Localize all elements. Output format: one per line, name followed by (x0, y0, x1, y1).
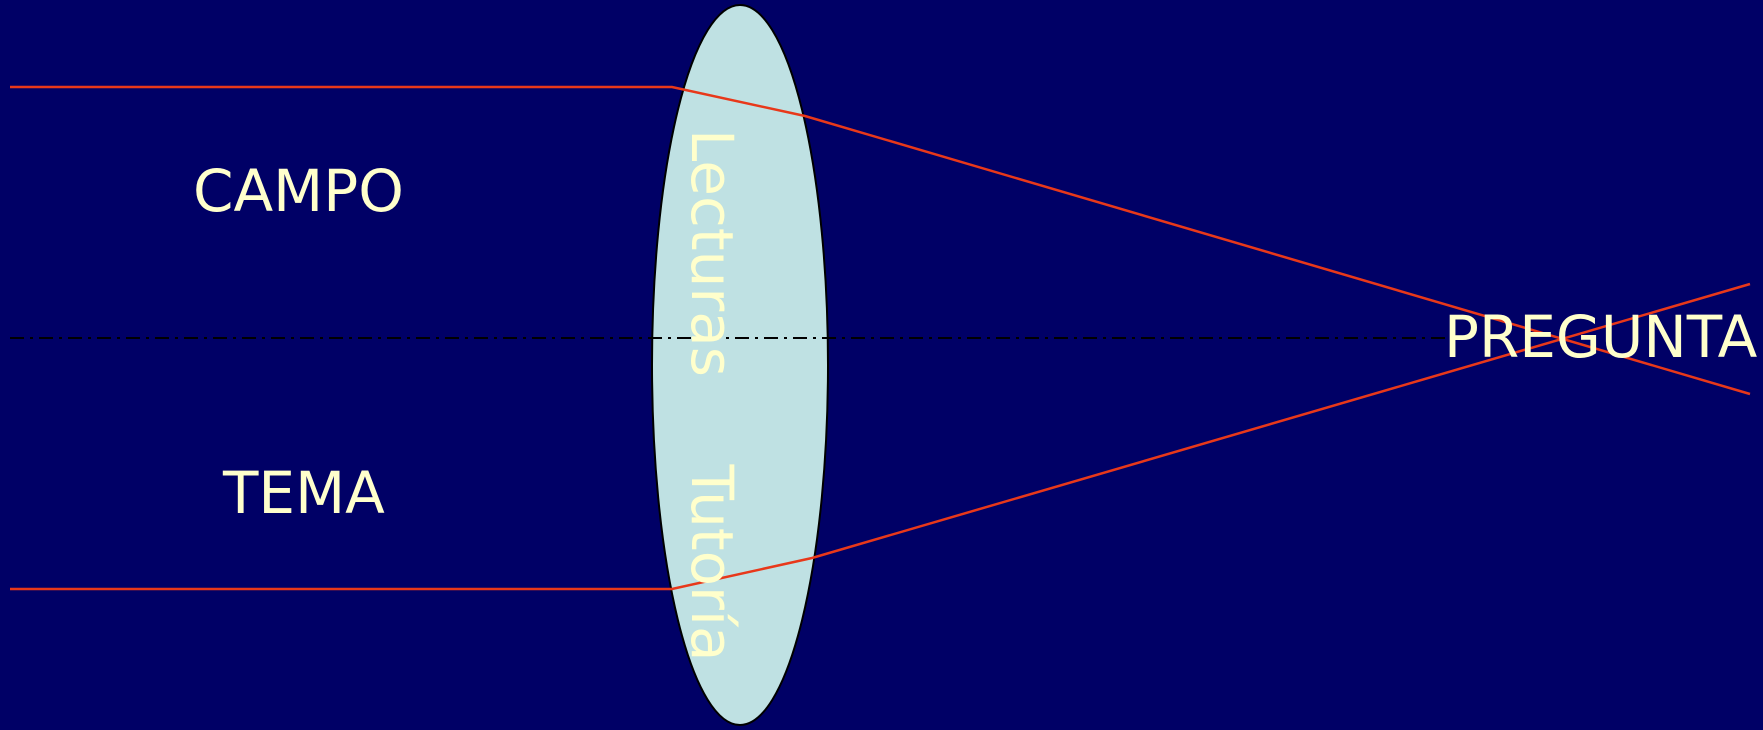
lens (651, 4, 829, 726)
campo-label: CAMPO (193, 157, 404, 225)
lecturas-label: Lecturas (678, 129, 746, 377)
tema-label: TEMA (223, 459, 385, 527)
pregunta-label: PREGUNTA (1444, 303, 1758, 371)
lower-ray (10, 282, 1751, 591)
upper-ray (10, 85, 1751, 396)
tutoria-label: Tutoría (678, 464, 746, 662)
